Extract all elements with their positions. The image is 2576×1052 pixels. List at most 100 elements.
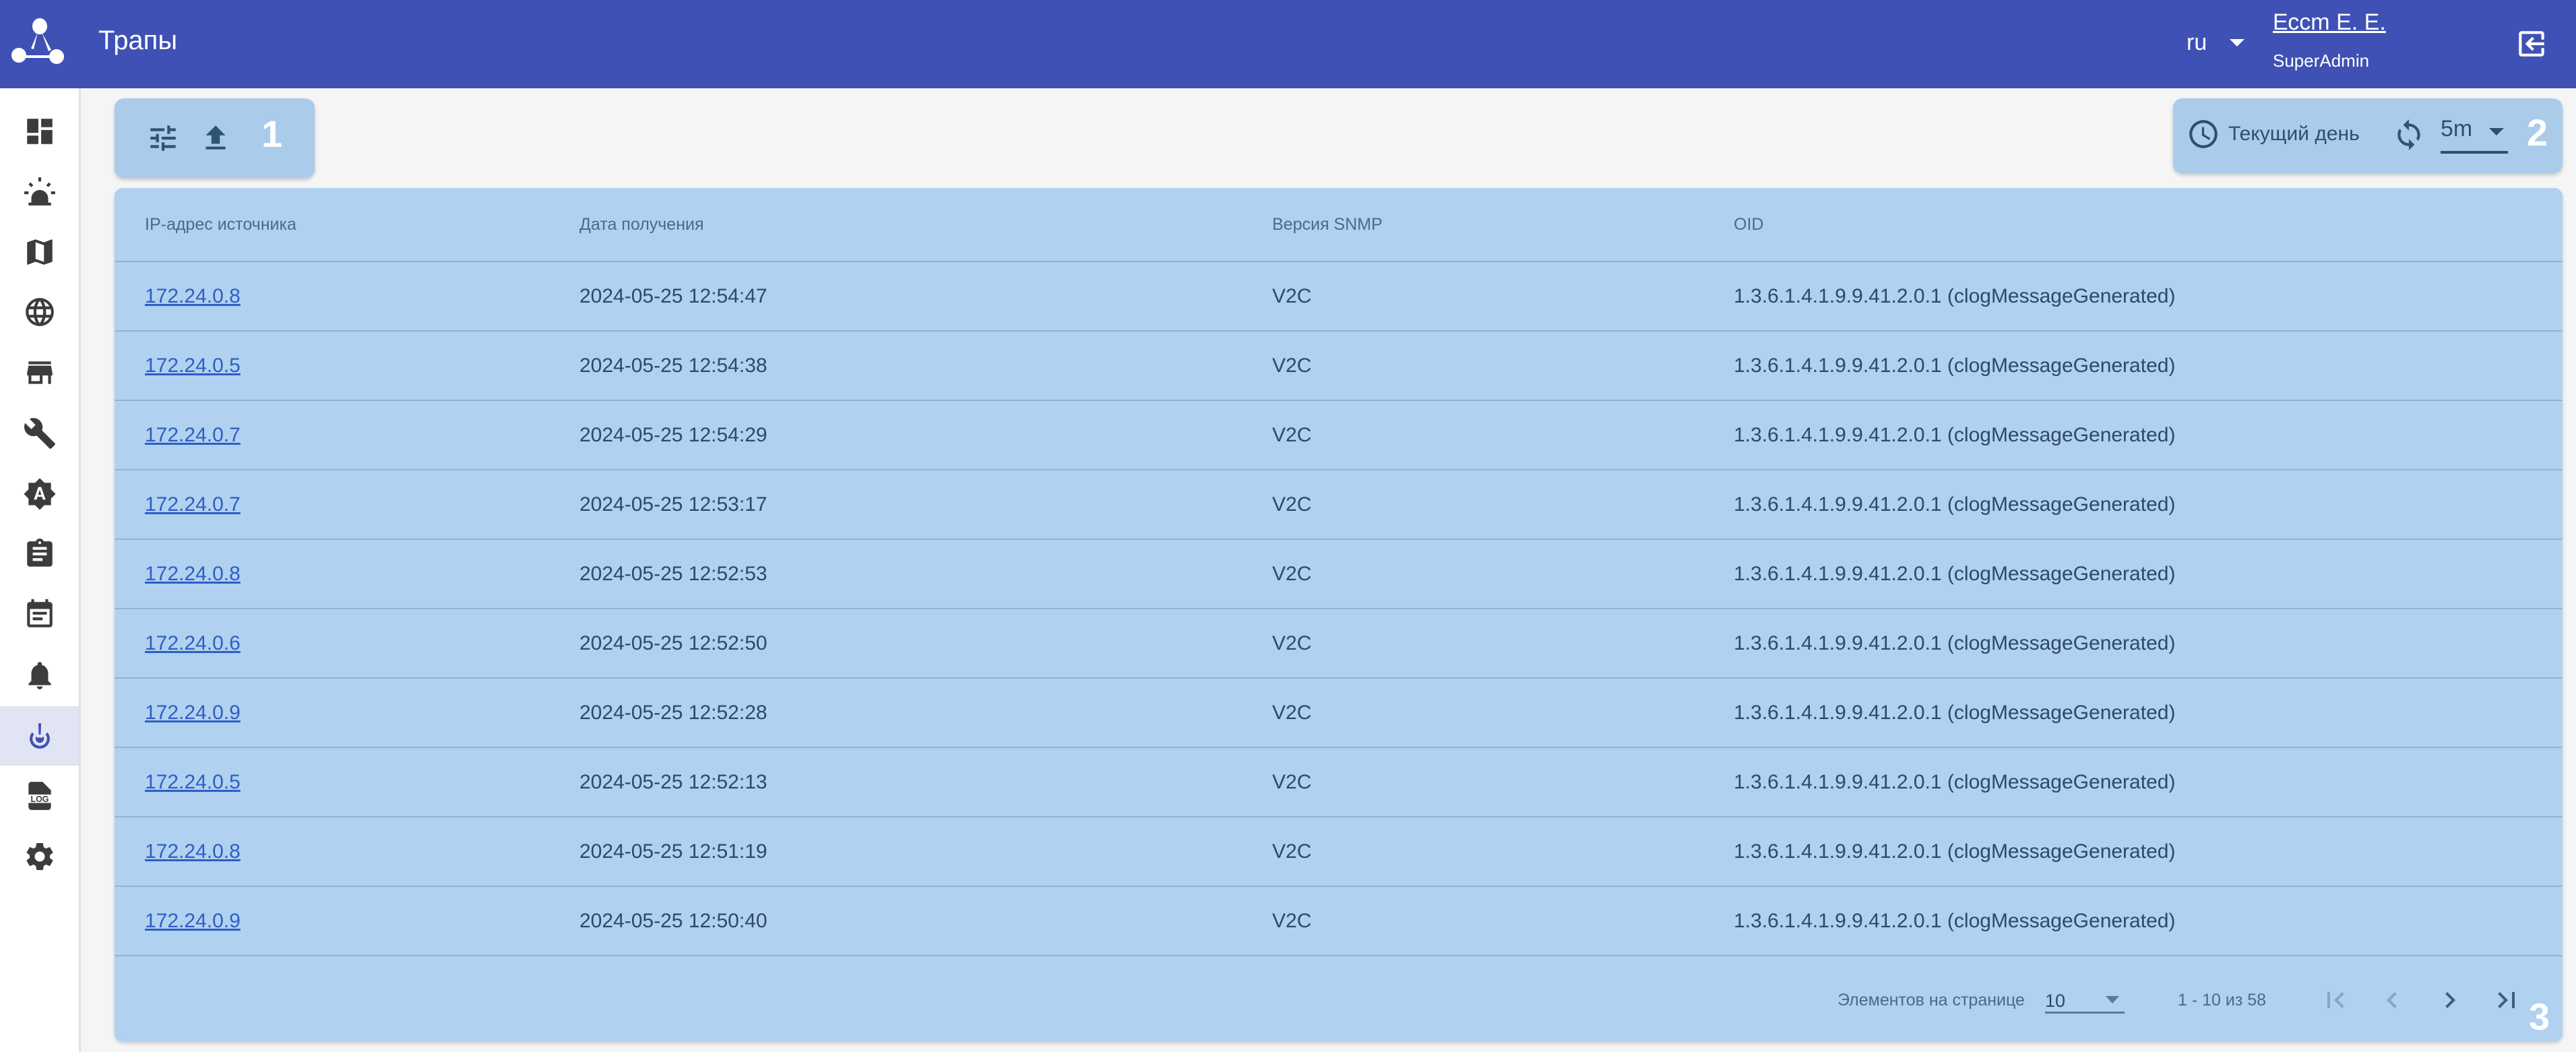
- filter-button[interactable]: [143, 118, 183, 158]
- main-content: 1 Текущий день 5m 2 IP-адрес источника Д…: [83, 88, 2576, 1052]
- table-row[interactable]: 172.24.0.6 2024-05-25 12:52:50 V2C 1.3.6.1.…: [115, 609, 2563, 679]
- table-row[interactable]: 172.24.0.8 2024-05-25 12:51:19 V2C 1.3.6.1.…: [115, 817, 2563, 887]
- sidebar-item-tools[interactable]: [0, 404, 79, 463]
- refresh-button[interactable]: [2389, 115, 2429, 155]
- oid-cell: 1.3.6.1.4.1.9.9.41.2.0.1 (clogMessageGen…: [1734, 539, 2563, 609]
- language-select[interactable]: ru: [2187, 30, 2245, 56]
- snmp-version-cell: V2C: [1272, 609, 1734, 679]
- chevron-down-icon: [2230, 39, 2245, 47]
- paginator: Элементов на странице 10 1 - 10 из 58 3: [115, 956, 2563, 1041]
- user-role: SuperAdmin: [2273, 51, 2370, 71]
- sidebar-item-schedule[interactable]: [0, 585, 79, 644]
- sidebar-item-store[interactable]: [0, 343, 79, 402]
- annotation-badge: 1: [261, 113, 283, 155]
- traps-table: IP-адрес источника Дата получения Версия…: [115, 188, 2563, 956]
- sidebar-item-traps[interactable]: [0, 706, 79, 766]
- snmp-version-cell: V2C: [1272, 886, 1734, 956]
- oid-cell: 1.3.6.1.4.1.9.9.41.2.0.1 (clogMessageGen…: [1734, 747, 2563, 817]
- logout-icon[interactable]: [2515, 27, 2548, 61]
- first-page-icon: [2327, 992, 2344, 1008]
- date-cell: 2024-05-25 12:51:19: [579, 817, 1272, 887]
- table-header-row: IP-адрес источника Дата получения Версия…: [115, 188, 2563, 262]
- chevron-down-icon: [2106, 996, 2119, 1003]
- source-ip-link[interactable]: 172.24.0.7: [145, 423, 241, 446]
- column-header-oid[interactable]: OID: [1734, 188, 2563, 262]
- refresh-icon: [2397, 119, 2420, 150]
- ip-cell: 172.24.0.9: [115, 678, 579, 748]
- refresh-interval-select[interactable]: 5m: [2441, 116, 2508, 154]
- language-value: ru: [2187, 30, 2207, 55]
- oid-cell: 1.3.6.1.4.1.9.9.41.2.0.1 (clogMessageGen…: [1734, 886, 2563, 956]
- dashboard-icon: [26, 119, 53, 144]
- calendar-icon: [26, 599, 53, 627]
- page-range: 1 - 10 из 58: [2178, 991, 2267, 1010]
- alarm-light-icon: [24, 177, 55, 206]
- date-cell: 2024-05-25 12:54:29: [579, 400, 1272, 470]
- refresh-interval-value: 5m: [2441, 116, 2473, 142]
- sidebar-item-map[interactable]: [0, 222, 79, 282]
- brightness-auto-icon: [23, 478, 56, 510]
- map-icon: [26, 239, 53, 265]
- source-ip-link[interactable]: 172.24.0.9: [145, 909, 241, 932]
- source-ip-link[interactable]: 172.24.0.5: [145, 770, 241, 793]
- upload-button[interactable]: [195, 118, 236, 158]
- sidebar-item-dashboard[interactable]: [0, 102, 79, 161]
- user-name-link[interactable]: Ессm Е. Е.: [2273, 9, 2386, 35]
- items-per-page-select[interactable]: 10: [2045, 983, 2125, 1014]
- annotation-badge: 2: [2527, 111, 2548, 154]
- source-ip-link[interactable]: 172.24.0.8: [145, 840, 241, 863]
- svg-text:LOG: LOG: [30, 795, 49, 804]
- period-label: Текущий день: [2228, 123, 2360, 145]
- column-header-date[interactable]: Дата получения: [579, 188, 1272, 262]
- sidebar-item-logs[interactable]: LOG: [0, 766, 79, 826]
- log-file-icon: LOG: [26, 782, 53, 810]
- sidebar-item-settings[interactable]: [0, 827, 79, 886]
- items-per-page-value: 10: [2045, 991, 2066, 1011]
- table-row[interactable]: 172.24.0.9 2024-05-25 12:50:40 V2C 1.3.6.1.…: [115, 886, 2563, 956]
- first-page-button[interactable]: [2315, 980, 2356, 1020]
- chevron-right-icon: [2445, 992, 2455, 1008]
- period-selector[interactable]: Текущий день: [2187, 117, 2360, 151]
- oid-cell: 1.3.6.1.4.1.9.9.41.2.0.1 (clogMessageGen…: [1734, 609, 2563, 679]
- next-page-button[interactable]: [2430, 980, 2470, 1020]
- previous-page-button[interactable]: [2372, 980, 2412, 1020]
- traps-table-card: IP-адрес источника Дата получения Версия…: [115, 188, 2563, 1041]
- column-header-ip[interactable]: IP-адрес источника: [115, 188, 579, 262]
- source-ip-link[interactable]: 172.24.0.7: [145, 493, 241, 516]
- page-title: Трапы: [98, 26, 178, 55]
- actions-toolbar: 1: [115, 98, 315, 178]
- last-page-button[interactable]: [2486, 980, 2527, 1020]
- snmp-version-cell: V2C: [1272, 400, 1734, 470]
- sidebar-item-auto[interactable]: [0, 464, 79, 524]
- app-logo-icon[interactable]: [11, 18, 65, 71]
- table-row[interactable]: 172.24.0.7 2024-05-25 12:53:17 V2C 1.3.6.1.…: [115, 470, 2563, 540]
- table-row[interactable]: 172.24.0.7 2024-05-25 12:54:29 V2C 1.3.6.1.…: [115, 400, 2563, 470]
- table-row[interactable]: 172.24.0.5 2024-05-25 12:52:13 V2C 1.3.6.1.…: [115, 747, 2563, 817]
- source-ip-link[interactable]: 172.24.0.8: [145, 284, 241, 307]
- clipboard-icon: [26, 538, 53, 567]
- snmp-version-cell: V2C: [1272, 678, 1734, 748]
- column-header-snmp-version[interactable]: Версия SNMP: [1272, 188, 1734, 262]
- snmp-version-cell: V2C: [1272, 539, 1734, 609]
- snmp-version-cell: V2C: [1272, 261, 1734, 332]
- table-row[interactable]: 172.24.0.8 2024-05-25 12:54:47 V2C 1.3.6.1.…: [115, 261, 2563, 332]
- table-row[interactable]: 172.24.0.9 2024-05-25 12:52:28 V2C 1.3.6.1.…: [115, 678, 2563, 748]
- snmp-version-cell: V2C: [1272, 331, 1734, 401]
- date-cell: 2024-05-25 12:53:17: [579, 470, 1272, 540]
- date-cell: 2024-05-25 12:52:53: [579, 539, 1272, 609]
- sidebar-item-reports[interactable]: [0, 524, 79, 584]
- items-per-page-label: Элементов на странице: [1837, 991, 2025, 1010]
- date-cell: 2024-05-25 12:52:50: [579, 609, 1272, 679]
- source-ip-link[interactable]: 172.24.0.8: [145, 562, 241, 585]
- sidebar-item-alarms[interactable]: [0, 162, 79, 221]
- table-row[interactable]: 172.24.0.5 2024-05-25 12:54:38 V2C 1.3.6.1.…: [115, 331, 2563, 401]
- last-page-icon: [2498, 992, 2515, 1008]
- sidebar-item-notifications[interactable]: [0, 646, 79, 705]
- table-row[interactable]: 172.24.0.8 2024-05-25 12:52:53 V2C 1.3.6.1.…: [115, 539, 2563, 609]
- sidebar-item-network[interactable]: [0, 282, 79, 342]
- source-ip-link[interactable]: 172.24.0.6: [145, 631, 241, 654]
- source-ip-link[interactable]: 172.24.0.5: [145, 354, 241, 377]
- ip-cell: 172.24.0.5: [115, 331, 579, 401]
- source-ip-link[interactable]: 172.24.0.9: [145, 701, 241, 724]
- chevron-down-icon: [2489, 128, 2504, 135]
